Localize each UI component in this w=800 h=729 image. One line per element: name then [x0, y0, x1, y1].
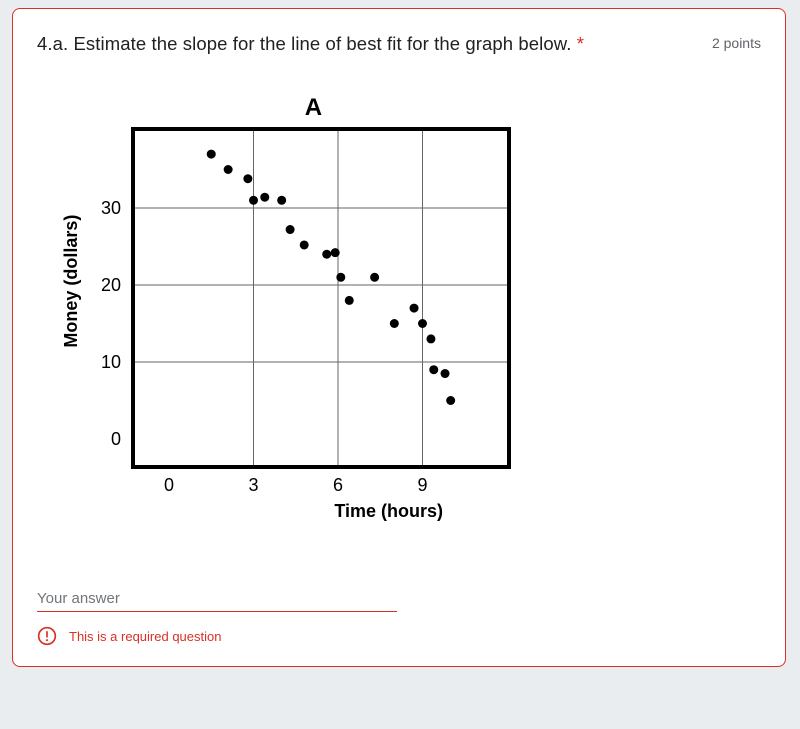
answer-row: [37, 586, 761, 612]
svg-text:0: 0: [111, 429, 121, 449]
scatter-chart-svg: A 0 3 6 9 0 10 20 30 Time (hours) Money (dollars): [47, 83, 527, 553]
svg-text:20: 20: [101, 275, 121, 295]
svg-text:3: 3: [248, 475, 258, 495]
question-prompt-text: 4.a. Estimate the slope for the line of …: [37, 33, 571, 54]
question-prompt: 4.a. Estimate the slope for the line of …: [37, 33, 584, 55]
svg-text:Time (hours): Time (hours): [334, 501, 443, 521]
svg-text:10: 10: [101, 352, 121, 372]
error-row: This is a required question: [37, 626, 761, 646]
alert-icon: [37, 626, 57, 646]
svg-text:6: 6: [333, 475, 343, 495]
answer-input[interactable]: [37, 586, 397, 612]
svg-text:30: 30: [101, 198, 121, 218]
svg-text:Money (dollars): Money (dollars): [61, 215, 81, 348]
error-message: This is a required question: [69, 629, 221, 644]
scatter-chart: A 0 3 6 9 0 10 20 30 Time (hours) Money (dollars): [47, 83, 761, 558]
svg-text:9: 9: [417, 475, 427, 495]
required-marker: *: [577, 33, 584, 54]
svg-text:0: 0: [164, 475, 174, 495]
points-label: 2 points: [696, 33, 761, 51]
question-card: 4.a. Estimate the slope for the line of …: [12, 8, 786, 667]
svg-text:A: A: [305, 94, 322, 121]
question-header: 4.a. Estimate the slope for the line of …: [37, 33, 761, 55]
